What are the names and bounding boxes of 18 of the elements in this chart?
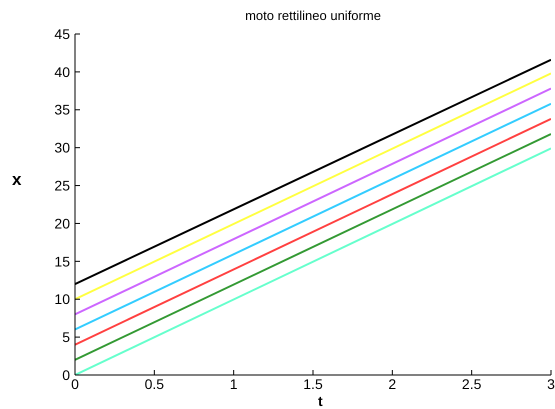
y-tick-label: 40 bbox=[54, 64, 70, 80]
y-tick-label: 25 bbox=[54, 178, 70, 194]
x-axis-title: t bbox=[318, 393, 323, 409]
y-tick-label: 45 bbox=[54, 26, 70, 42]
y-tick-label: 5 bbox=[62, 329, 70, 346]
x-tick-label: 2.5 bbox=[462, 376, 482, 392]
x-tick-label: 3 bbox=[547, 376, 555, 392]
x-tick-label: 1.5 bbox=[303, 376, 323, 392]
y-tick-label: 30 bbox=[54, 140, 70, 156]
x-tick-label: 2 bbox=[388, 376, 396, 392]
y-tick-label: 20 bbox=[54, 215, 70, 232]
y-tick-label: 15 bbox=[54, 253, 70, 270]
y-axis-title: x bbox=[12, 170, 22, 190]
y-tick-label: 35 bbox=[54, 102, 70, 118]
chart-title: moto rettilineo uniforme bbox=[244, 8, 382, 23]
y-tick-label: 10 bbox=[54, 291, 70, 308]
x-tick-label: 1 bbox=[230, 376, 238, 392]
x-tick-label: 0.5 bbox=[144, 376, 164, 392]
